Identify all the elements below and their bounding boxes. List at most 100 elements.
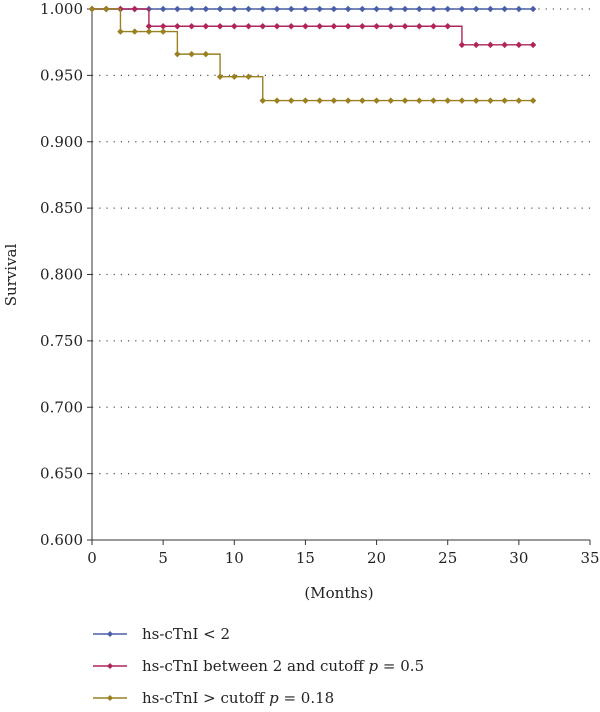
x-tick-label: 30 — [509, 549, 528, 567]
y-tick-label: 0.700 — [40, 398, 83, 416]
legend-item: hs-cTnI between 2 and cutoff p = 0.5 — [93, 657, 424, 675]
data-point — [287, 23, 295, 30]
data-point — [302, 97, 309, 104]
data-point — [202, 5, 210, 13]
data-point — [444, 23, 451, 30]
data-point — [387, 5, 395, 13]
data-point — [216, 5, 224, 13]
data-point — [231, 73, 238, 80]
legend-label: hs-cTnI between 2 and cutoff p = 0.5 — [142, 657, 424, 675]
data-point — [501, 97, 508, 104]
x-tick-label: 25 — [438, 549, 457, 567]
data-point — [529, 97, 537, 104]
data-point — [245, 23, 252, 30]
data-point — [302, 23, 309, 30]
data-point — [401, 5, 409, 13]
data-point — [174, 23, 181, 30]
data-point — [231, 23, 238, 30]
data-point — [202, 50, 210, 58]
data-point — [344, 23, 352, 30]
legend: hs-cTnI < 2 hs-cTnI between 2 and cutoff … — [93, 625, 424, 707]
data-point — [529, 41, 537, 49]
data-point — [188, 50, 195, 58]
data-point — [430, 23, 437, 30]
series-layer — [88, 5, 537, 104]
data-point — [487, 41, 494, 49]
legend-label: hs-cTnI > cutoff p = 0.18 — [142, 689, 334, 707]
data-point — [472, 41, 480, 49]
data-point — [145, 28, 153, 35]
x-tick-label: 0 — [87, 549, 97, 567]
data-point — [515, 5, 523, 13]
data-point — [273, 97, 281, 104]
data-point — [188, 5, 195, 13]
data-point — [131, 28, 138, 35]
data-point — [216, 73, 224, 80]
series-2 — [88, 5, 537, 49]
data-point — [430, 5, 437, 13]
data-point — [416, 97, 423, 104]
data-point — [501, 41, 508, 49]
data-point — [159, 23, 167, 30]
data-point — [387, 97, 395, 104]
data-point — [316, 23, 323, 30]
data-point — [430, 97, 437, 104]
data-point — [487, 97, 494, 104]
y-tick-label: 0.800 — [40, 266, 83, 284]
series-1 — [88, 5, 537, 13]
data-point — [515, 97, 523, 104]
data-point — [188, 23, 195, 30]
data-point — [316, 97, 323, 104]
data-point — [444, 97, 451, 104]
data-point — [145, 23, 153, 30]
data-point — [387, 23, 395, 30]
data-point — [117, 28, 124, 35]
data-point — [344, 5, 352, 13]
data-point — [202, 23, 210, 30]
data-point — [259, 23, 266, 30]
data-point — [159, 28, 167, 35]
data-point — [416, 23, 423, 30]
x-tick-label: 15 — [296, 549, 315, 567]
data-point — [344, 97, 352, 104]
data-point — [216, 23, 224, 30]
data-point — [444, 5, 451, 13]
x-tick-label: 10 — [225, 549, 244, 567]
grid-layer — [92, 8, 590, 475]
data-point — [159, 5, 167, 13]
data-point — [174, 50, 181, 58]
data-point — [330, 23, 338, 30]
data-point — [316, 5, 323, 13]
x-axis-label: (Months) — [304, 584, 373, 602]
y-tick-label: 0.600 — [40, 531, 83, 549]
legend-label: hs-cTnI < 2 — [142, 625, 230, 643]
y-tick-label: 0.850 — [40, 199, 83, 217]
x-tick-label: 35 — [580, 549, 599, 567]
data-point — [487, 5, 494, 13]
data-point — [259, 97, 266, 104]
y-tick-label: 1.000 — [40, 0, 83, 18]
y-axis-label: Survival — [2, 244, 20, 307]
data-point — [472, 97, 480, 104]
data-point — [472, 5, 480, 13]
data-point — [287, 5, 295, 13]
data-point — [273, 5, 281, 13]
data-point — [88, 5, 96, 13]
y-tick-label: 0.900 — [40, 133, 83, 151]
data-point — [401, 97, 409, 104]
series-line — [92, 8, 534, 102]
x-tick-label: 5 — [158, 549, 168, 567]
data-point — [245, 73, 252, 80]
data-point — [259, 5, 266, 13]
legend-item: hs-cTnI > cutoff p = 0.18 — [93, 689, 334, 707]
x-tick-label: 20 — [367, 549, 386, 567]
legend-swatch-marker — [107, 695, 113, 701]
legend-item: hs-cTnI < 2 — [93, 625, 230, 643]
legend-swatch-marker — [107, 631, 113, 637]
data-point — [330, 5, 338, 13]
data-point — [174, 5, 181, 13]
data-point — [373, 23, 380, 30]
data-point — [515, 41, 523, 49]
y-tick-label: 0.650 — [40, 465, 83, 483]
data-point — [373, 5, 380, 13]
